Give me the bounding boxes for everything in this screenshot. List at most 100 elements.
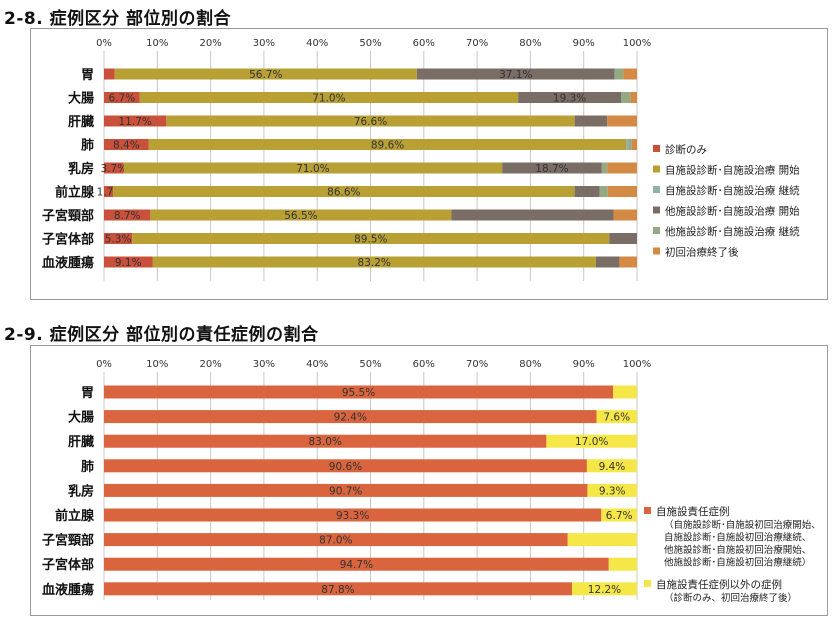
data-label: 87.8% [321, 584, 354, 596]
bar-segment [608, 557, 637, 571]
category-label: 胃 [81, 386, 94, 401]
bar-segment [586, 459, 637, 473]
bar-segment [621, 92, 631, 103]
bar-segment [104, 92, 140, 103]
bar-segment [123, 162, 503, 174]
category-label: 乳房 [68, 161, 94, 177]
bar-segment [104, 256, 153, 268]
legend-note: 自施設診断･自施設初回治療継続、 [664, 532, 811, 544]
bar-segment [104, 557, 609, 571]
data-label: 6.7% [606, 510, 633, 522]
bar-segment [104, 434, 547, 448]
bar-segment [104, 582, 572, 596]
legend-label: 他施設診断･自施設治療 継続 [665, 225, 800, 238]
legend-swatch [653, 206, 660, 214]
chart1-frame: 0% 10% 20% 30% 40% 50% 60% 70% 80% 90% 100% 胃 56.7% 3… [30, 28, 828, 300]
legend-note: 他施設診断･自施設初回治療開始、 [664, 544, 811, 556]
data-label: 11.7% [119, 116, 152, 128]
bar-segment [451, 209, 614, 221]
x-tick-label: 80% [519, 359, 541, 370]
data-label: 93.3% [336, 510, 369, 522]
legend-label: 診断のみ [665, 143, 707, 156]
category-label: 肺 [81, 459, 94, 475]
legend-swatch [653, 247, 660, 255]
bar-segment [596, 410, 637, 424]
data-label: 19.3% [553, 93, 586, 105]
data-label: 8.7% [114, 210, 141, 222]
legend-label: 自施設診断･自施設治療 開始 [665, 164, 800, 177]
category-label: 大腸 [68, 91, 94, 107]
bar-segment [571, 582, 637, 596]
x-tick-label: 60% [413, 38, 435, 49]
bar-segment [502, 162, 602, 174]
x-tick-label: 90% [573, 359, 595, 370]
category-label: 大腸 [68, 410, 94, 426]
x-tick-label: 50% [359, 38, 381, 49]
bar-segment [104, 533, 568, 547]
x-tick-label: 70% [466, 359, 488, 370]
x-tick-label: 20% [199, 359, 221, 370]
legend-swatch [653, 165, 660, 173]
x-tick-label: 90% [573, 38, 595, 49]
bar-segment [623, 68, 637, 80]
bar-segment [104, 68, 115, 80]
category-label: 肺 [81, 138, 94, 154]
bar-segment [607, 115, 637, 127]
data-label: 9.1% [115, 257, 142, 269]
chart1-svg: 0% 10% 20% 30% 40% 50% 60% 70% 80% 90% 100% 胃 56.7% 3… [42, 38, 800, 281]
data-label: 71.0% [312, 93, 345, 105]
data-label: 56.5% [284, 210, 317, 222]
data-label: 9.3% [599, 485, 626, 497]
bar-segment [114, 68, 417, 80]
bar-segment [152, 256, 596, 268]
x-tick-label: 70% [466, 38, 488, 49]
category-label: 肝臓 [68, 434, 94, 450]
legend-label: 初回治療終了後 [665, 246, 739, 259]
legend-swatch [653, 227, 660, 234]
data-label: 56.7% [249, 69, 282, 81]
category-label: 血液腫瘍 [42, 582, 94, 598]
data-label: 89.6% [371, 140, 404, 152]
category-label: 前立腺 [55, 185, 95, 201]
bar-segment [104, 508, 602, 522]
legend-label: 他施設診断･自施設治療 開始 [665, 205, 800, 218]
bar-segment [607, 162, 637, 174]
category-label: 肝臓 [68, 114, 94, 130]
category-label: 前立腺 [55, 508, 95, 524]
bar-segment [104, 115, 167, 127]
data-label: 7.6% [603, 412, 630, 424]
x-tick-label: 100% [623, 359, 652, 370]
legend-note: （自施設診断･自施設初回治療開始、 [664, 519, 821, 531]
chart2-frame: 0% 10% 20% 30% 40% 50% 60% 70% 80% 90% 100% 胃 95.5% 大… [30, 345, 828, 616]
bar-segment [150, 209, 452, 221]
data-label: 18.7% [535, 163, 568, 175]
bar-segment [166, 115, 575, 127]
bar-segment [613, 385, 637, 399]
data-label: 76.6% [354, 116, 387, 128]
legend-label: 自施設責任症例 [656, 505, 730, 518]
bar-segment [614, 68, 624, 80]
data-label: 95.5% [342, 387, 375, 399]
x-tick-label: 30% [253, 359, 275, 370]
x-tick-label: 60% [413, 359, 435, 370]
legend-label: 自施設責任症例以外の症例 [656, 578, 782, 591]
data-label: 90.6% [329, 461, 362, 473]
legend-swatch [644, 580, 651, 587]
x-tick-label: 50% [359, 359, 381, 370]
bar-segment [546, 434, 637, 448]
data-label: 37.1% [499, 69, 532, 81]
category-label: 血液腫瘍 [42, 255, 94, 271]
x-tick-label: 30% [253, 38, 275, 49]
x-tick-label: 10% [146, 359, 168, 370]
x-tick-label: 0% [96, 359, 112, 370]
bar-segment [104, 209, 151, 221]
bar-segment [607, 186, 637, 197]
bar-segment [104, 410, 597, 424]
bar-segment [104, 233, 133, 244]
category-label: 子宮頸部 [42, 533, 94, 549]
data-label: 6.7% [109, 93, 136, 105]
data-label: 12.2% [588, 584, 621, 596]
legend-swatch [653, 145, 660, 152]
bar-segment [630, 92, 637, 103]
x-tick-label: 20% [199, 38, 221, 49]
